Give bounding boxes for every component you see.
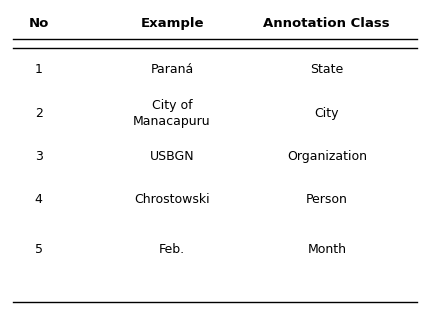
Text: 3: 3 (35, 150, 43, 163)
Text: 5: 5 (35, 243, 43, 256)
Text: Chrostowski: Chrostowski (134, 193, 210, 206)
Text: State: State (310, 63, 344, 76)
Text: 2: 2 (35, 107, 43, 120)
Text: 1: 1 (35, 63, 43, 76)
Text: USBGN: USBGN (150, 150, 194, 163)
Text: 4: 4 (35, 193, 43, 206)
Text: City of
Manacapuru: City of Manacapuru (133, 99, 211, 128)
Text: City: City (315, 107, 339, 120)
Text: Example: Example (140, 17, 204, 30)
Text: Person: Person (306, 193, 348, 206)
Text: Paraná: Paraná (150, 63, 194, 76)
Text: Organization: Organization (287, 150, 367, 163)
Text: Annotation Class: Annotation Class (264, 17, 390, 30)
Text: Feb.: Feb. (159, 243, 185, 256)
Text: Month: Month (307, 243, 346, 256)
Text: No: No (28, 17, 49, 30)
